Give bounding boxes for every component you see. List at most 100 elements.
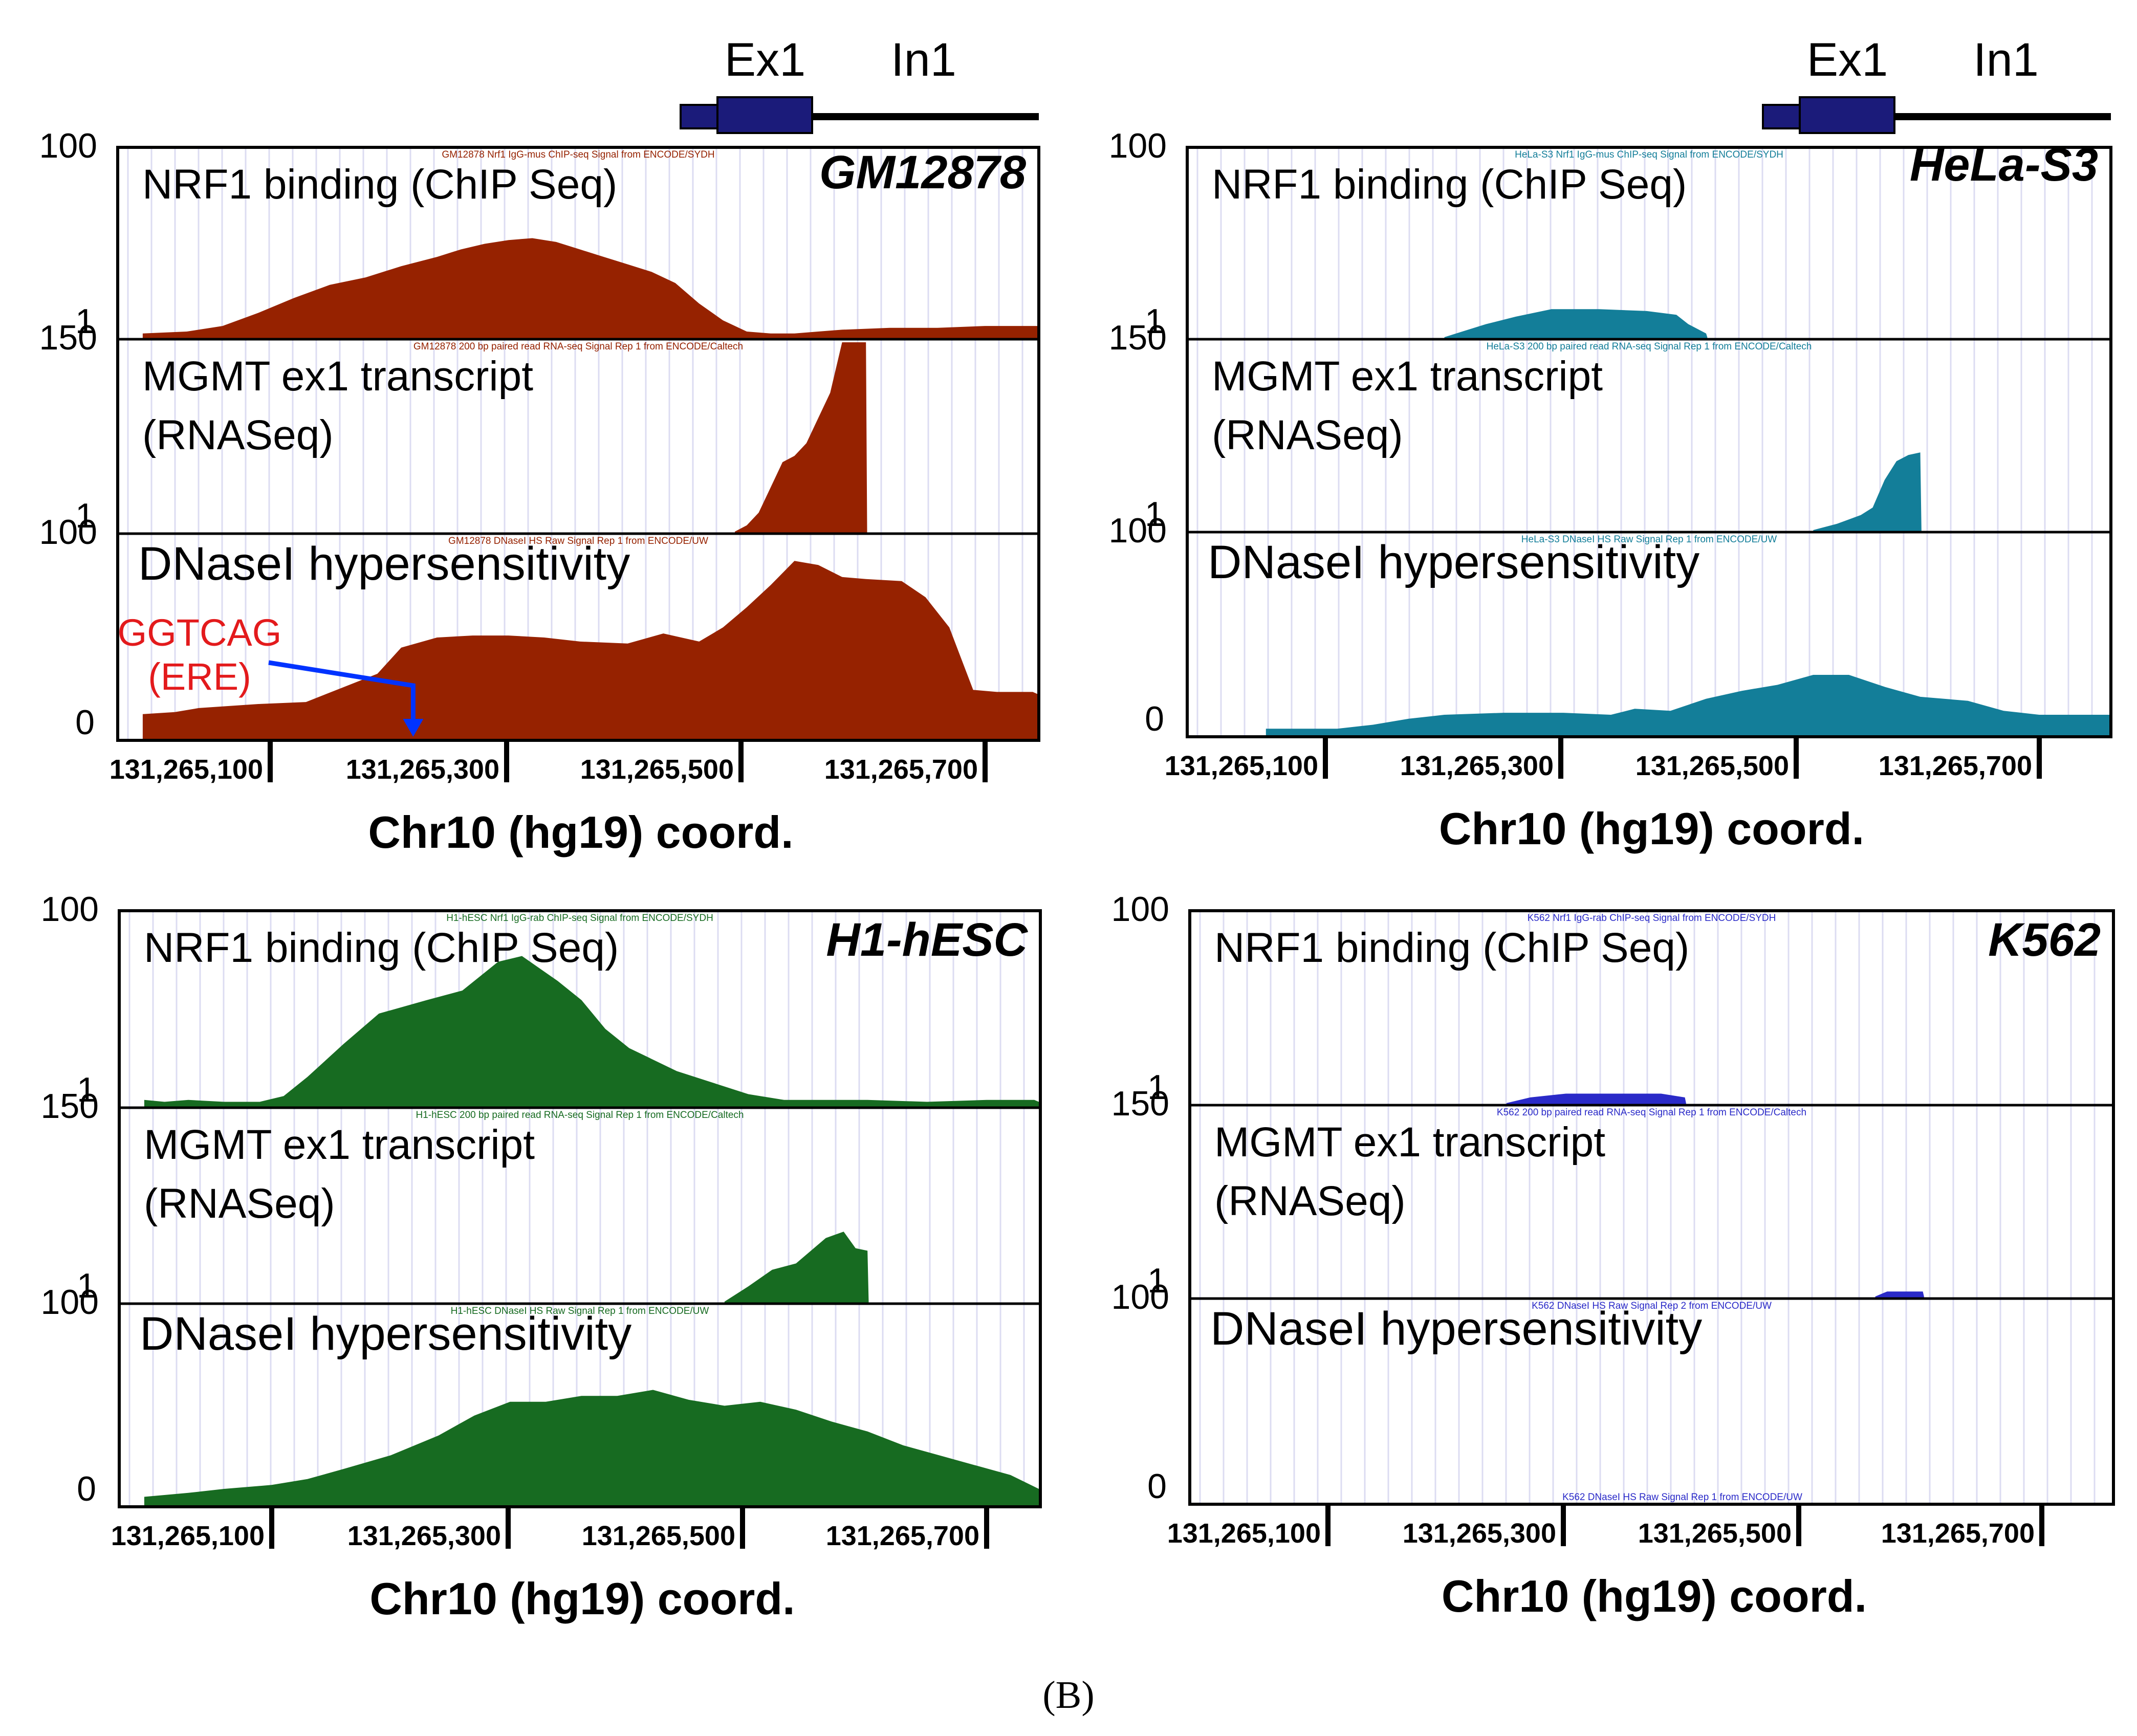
cell-line-title: GM12878 (819, 146, 1027, 199)
y-max-label: 150 (39, 318, 97, 357)
track-label: DNaseI hypersensitivity (138, 538, 630, 590)
track-label: (RNASeq) (1214, 1178, 1406, 1224)
x-tick-label: 131,265,700 (1879, 751, 2032, 781)
x-tick-label: 131,265,700 (826, 1521, 979, 1551)
intron-label: In1 (891, 34, 956, 86)
panel-border (1186, 146, 2112, 738)
x-axis: 131,265,100 131,265,300 131,265,500 131,265… (1167, 1504, 2044, 1621)
track-dnase: H1-hESC DNaseI HS Raw Signal Rep 1 from … (41, 1283, 1040, 1508)
signal-area (142, 561, 1037, 739)
y-max-label: 100 (1109, 126, 1167, 165)
track-dnase: GM12878 DNaseI HS Raw Signal Rep 1 from … (39, 513, 1039, 742)
x-axis-label: Chr10 (hg19) coord. (1442, 1571, 1867, 1621)
x-tick-label: 131,265,500 (1636, 751, 1789, 781)
track-rna: GM12878 200 bp paired read RNA-seq Signa… (39, 318, 1039, 535)
y-max-label: 100 (1111, 890, 1169, 929)
exon-box (716, 96, 813, 134)
track-header: GM12878 Nrf1 IgG-mus ChIP-seq Signal fro… (442, 149, 714, 160)
x-tick-label: 131,265,300 (1400, 751, 1554, 781)
track-nrf1: GM12878 Nrf1 IgG-mus ChIP-seq Signal fro… (39, 126, 1037, 341)
x-axis: 131,265,100 131,265,300 131,265,500 131,265… (1165, 737, 2042, 854)
track-label: MGMT ex1 transcript (1214, 1119, 1605, 1166)
x-axis-label: Chr10 (hg19) coord. (1439, 803, 1864, 854)
panel-border (1188, 909, 2115, 1506)
track-dnase: HeLa-S3 DNaseI HS Raw Signal Rep 1 from … (1109, 511, 2111, 738)
x-tick-label: 131,265,100 (110, 754, 263, 785)
x-tick-label: 131,265,100 (1165, 751, 1318, 781)
track-header: K562 DNaseI HS Raw Signal Rep 2 from ENC… (1532, 1301, 1772, 1311)
y-min-label: 0 (1147, 1467, 1167, 1506)
signal-area (1813, 452, 1922, 531)
signal-area (1266, 675, 2109, 736)
x-axis-label: Chr10 (hg19) coord. (369, 1573, 795, 1624)
track-label: MGMT ex1 transcript (144, 1122, 535, 1168)
x-axis: 131,265,100 131,265,300 131,265,500 131,265… (111, 1507, 989, 1624)
x-tick-label: 131,265,500 (1638, 1518, 1792, 1549)
track-header: K562 Nrf1 IgG-rab ChIP-seq Signal from E… (1528, 913, 1776, 924)
track-label: (RNASeq) (142, 412, 334, 458)
utr-box (1762, 104, 1801, 129)
x-tick-label: 131,265,500 (580, 754, 734, 785)
x-tick-label: 131,265,100 (111, 1521, 265, 1551)
signal-area (144, 1390, 1039, 1506)
gene-model-1: Ex1 In1 (680, 34, 1039, 134)
panel-h1-hesc: H1-hESC Nrf1 IgG-rab ChIP-seq Signal fro… (41, 890, 1042, 1624)
track-label: NRF1 binding (ChIP Seq) (1212, 161, 1687, 208)
x-tick-label: 131,265,100 (1167, 1518, 1321, 1549)
track-label: (RNASeq) (144, 1180, 335, 1227)
x-tick-label: 131,265,300 (1403, 1518, 1556, 1549)
track-header: H1-hESC DNaseI HS Raw Signal Rep 1 from … (451, 1306, 709, 1316)
y-max-label: 100 (1111, 1278, 1169, 1316)
track-header: HeLa-S3 Nrf1 IgG-mus ChIP-seq Signal fro… (1515, 149, 1783, 160)
y-min-label: 1 (75, 496, 95, 535)
track-label: NRF1 binding (ChIP Seq) (1214, 925, 1689, 971)
panel-k562: K562 Nrf1 IgG-rab ChIP-seq Signal from E… (1111, 890, 2115, 1621)
track-header: GM12878 200 bp paired read RNA-seq Signa… (413, 341, 743, 352)
gridlines (128, 911, 1025, 1507)
signal-area (735, 342, 867, 533)
cell-line-title: H1-hESC (826, 914, 1028, 966)
cell-line-title: HeLa-S3 (1910, 139, 2098, 191)
y-max-label: 100 (39, 513, 97, 552)
ere-annotation: GGTCAG(ERE) (118, 611, 424, 737)
panel-border (116, 146, 1040, 742)
gridlines (1196, 147, 2093, 737)
track-header: HeLa-S3 DNaseI HS Raw Signal Rep 1 from … (1521, 534, 1777, 545)
y-max-label: 150 (41, 1087, 99, 1126)
utr-box (680, 104, 718, 129)
element-label: (ERE) (148, 655, 251, 698)
y-min-label: 1 (75, 302, 95, 341)
signal-area (144, 956, 1039, 1107)
figure-label: (B) (1042, 1674, 1095, 1717)
y-min-label: 0 (77, 1469, 96, 1508)
track-label: NRF1 binding (ChIP Seq) (142, 161, 617, 208)
panel-gm12878: GM12878 Nrf1 IgG-mus ChIP-seq Signal fro… (39, 126, 1040, 858)
signal-area (1506, 1093, 1686, 1104)
ere-arrowhead (403, 719, 424, 737)
intron-label: In1 (1973, 34, 2039, 86)
track-header: H1-hESC 200 bp paired read RNA-seq Signa… (416, 1110, 744, 1120)
track-nrf1: H1-hESC Nrf1 IgG-rab ChIP-seq Signal fro… (41, 890, 1039, 1109)
y-min-label: 1 (1147, 1068, 1167, 1107)
track-header: GM12878 DNaseI HS Raw Signal Rep 1 from … (448, 536, 708, 546)
y-min-label: 1 (77, 1070, 96, 1109)
y-min-label: 1 (1147, 1261, 1167, 1300)
track-label: MGMT ex1 transcript (142, 353, 533, 400)
motif-label: GGTCAG (118, 611, 282, 654)
track-label: MGMT ex1 transcript (1212, 353, 1603, 400)
y-min-label: 1 (1145, 495, 1164, 534)
y-max-label: 150 (1111, 1084, 1169, 1123)
signal-area (142, 238, 1037, 338)
y-max-label: 100 (41, 890, 99, 929)
x-axis-label: Chr10 (hg19) coord. (368, 807, 793, 858)
track-nrf1: HeLa-S3 Nrf1 IgG-mus ChIP-seq Signal fro… (1109, 126, 1783, 341)
signal-area (1875, 1291, 1924, 1298)
x-tick-label: 131,265,500 (582, 1521, 735, 1551)
track-label: DNaseI hypersensitivity (1210, 1303, 1702, 1355)
track-header: H1-hESC Nrf1 IgG-rab ChIP-seq Signal fro… (446, 913, 713, 924)
exon-label: Ex1 (725, 34, 806, 86)
track-header: HeLa-S3 200 bp paired read RNA-seq Signa… (1487, 341, 1812, 352)
x-tick-label: 131,265,300 (346, 754, 499, 785)
y-max-label: 100 (41, 1283, 99, 1322)
